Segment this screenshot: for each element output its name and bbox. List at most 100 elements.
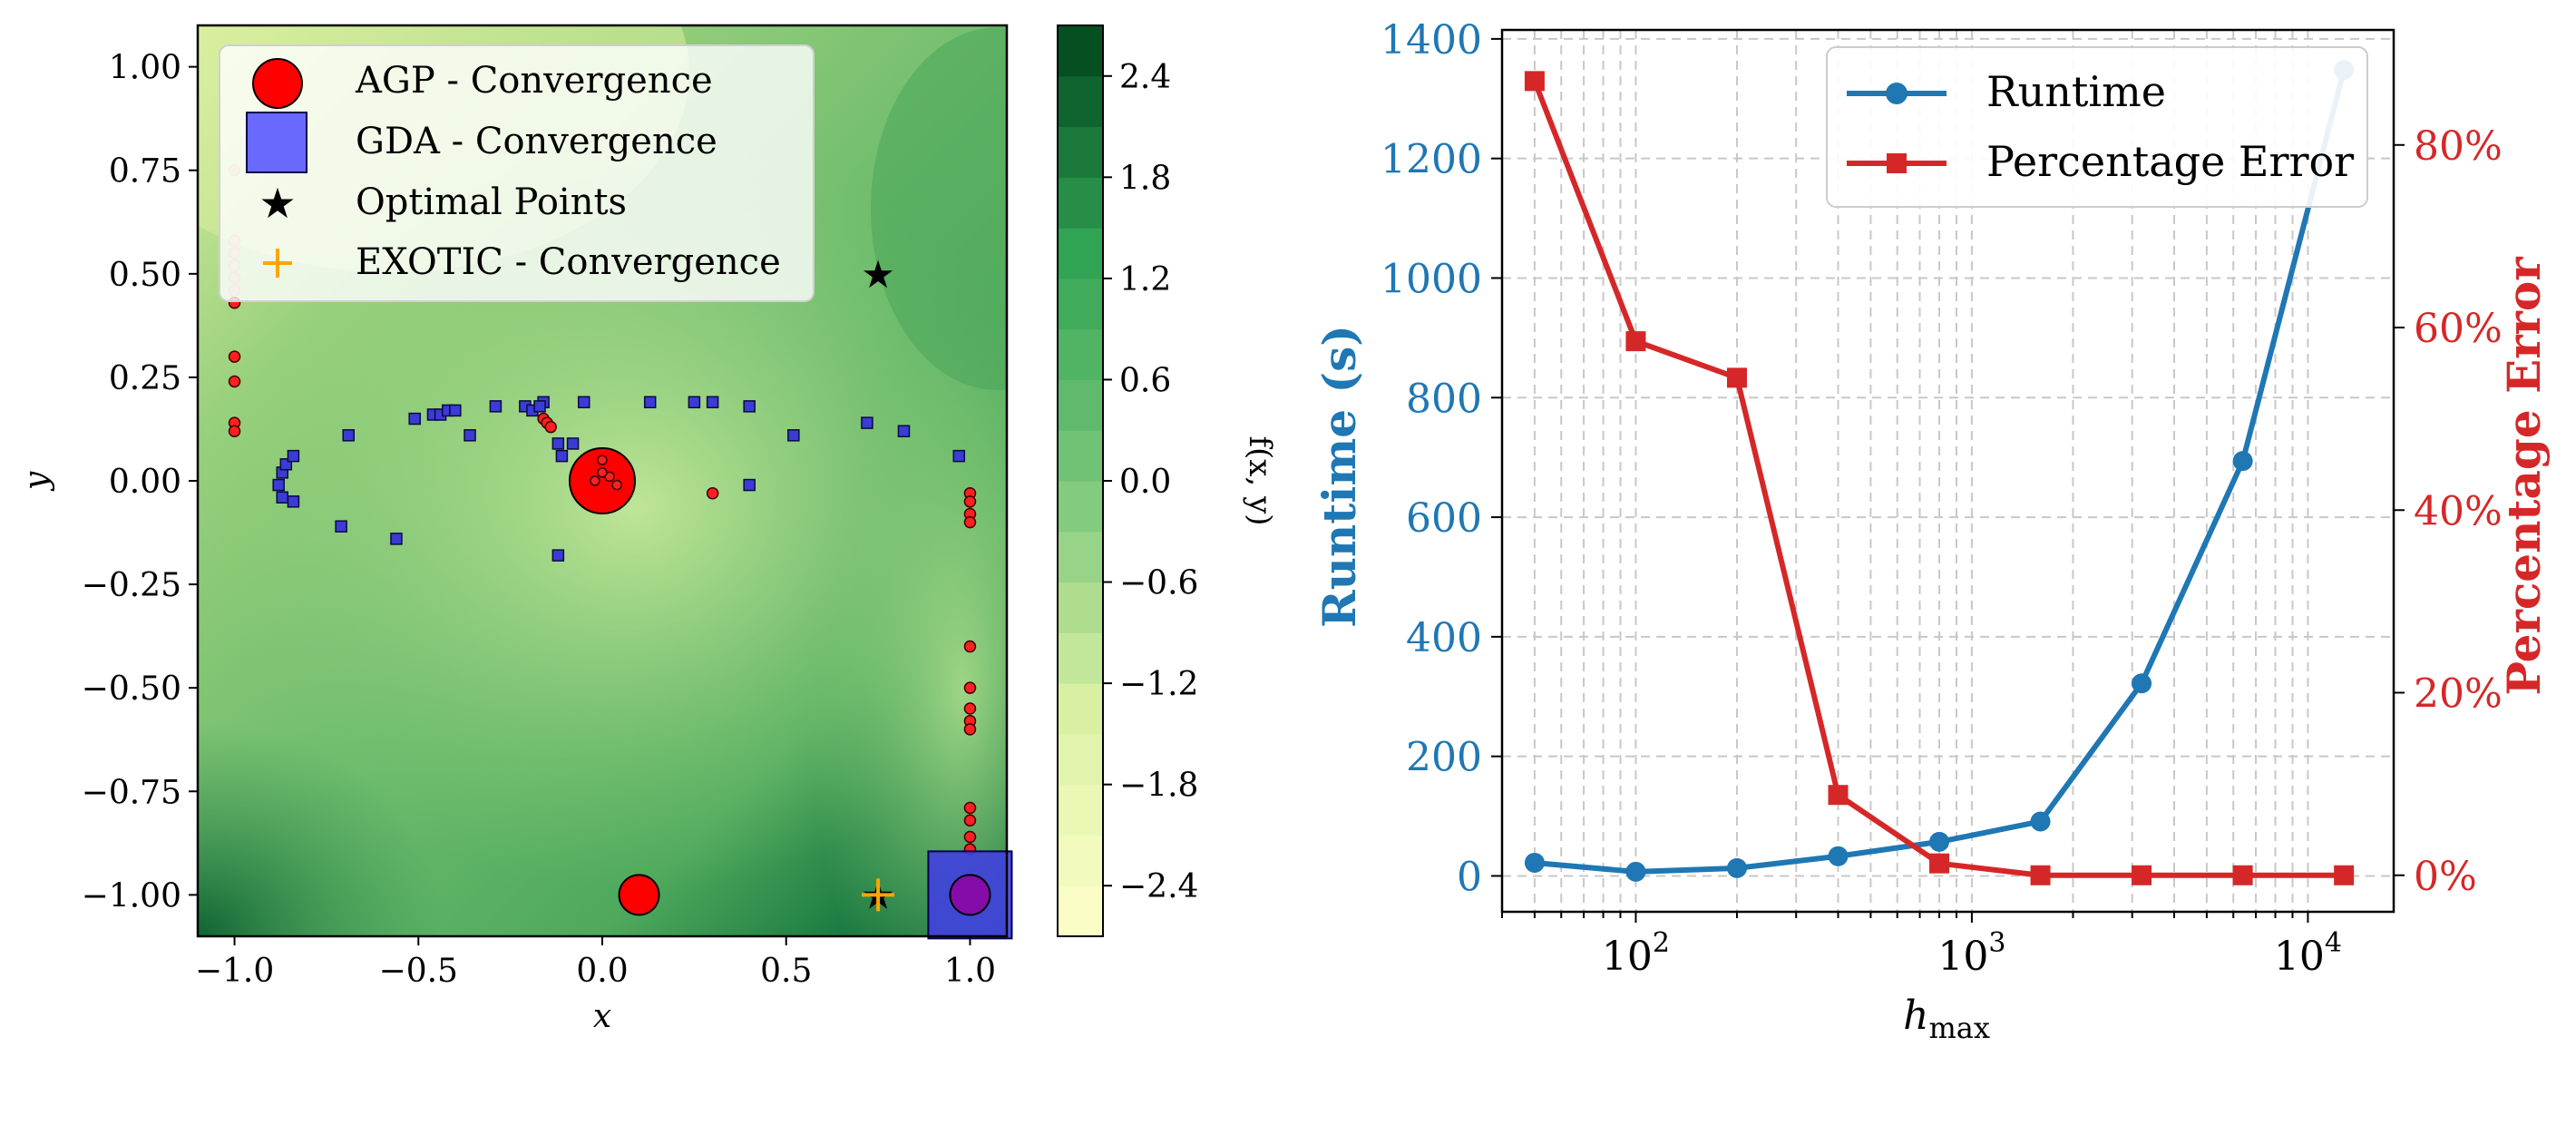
y-tick-label: 0.50	[109, 257, 181, 294]
agp-trajectory-point	[963, 830, 977, 844]
gda-trajectory-point	[787, 429, 800, 442]
gda-trajectory-point	[861, 416, 873, 429]
agp-convergence-marker	[569, 447, 636, 514]
y2-tick-label: 0%	[2414, 854, 2477, 900]
gda-trajectory-point	[489, 400, 503, 413]
y-tick-label: −0.25	[82, 567, 181, 604]
gda-trajectory-point	[287, 449, 300, 463]
colorbar: 2.4 1.8 1.2 0.6 0.0 −0.6 −1.2 −1.8 −2.4	[1057, 24, 1198, 937]
gda-trajectory-point	[342, 429, 355, 442]
error-point	[2132, 865, 2152, 885]
gda-trajectory-point	[643, 396, 657, 409]
y-tick-label: −1.00	[82, 877, 181, 915]
line-xlabel: hmax	[1903, 993, 1990, 1045]
line-series	[1524, 60, 2355, 885]
line-legend: Runtime Percentage Error	[1826, 46, 2368, 208]
runtime-point	[2132, 673, 2152, 694]
gda-trajectory-point	[706, 396, 719, 409]
runtime-point	[2232, 451, 2253, 472]
error-point	[1828, 785, 1849, 806]
line-plot-frame	[1500, 28, 2395, 914]
colorbar-level	[1058, 278, 1103, 330]
runtime-point	[2030, 811, 2051, 832]
error-point	[2232, 865, 2253, 885]
colorbar-tick-label: −2.4	[1119, 868, 1198, 905]
agp-convergence-marker	[618, 874, 660, 916]
gda-trajectory-point	[533, 400, 546, 413]
colorbar-tick-label: 2.4	[1119, 59, 1171, 96]
gda-trajectory-point	[335, 520, 347, 533]
error-point	[1929, 853, 1950, 874]
agp-trajectory-point	[963, 814, 977, 827]
x-tick-label: 1.0	[944, 953, 996, 990]
legend-agp-marker	[252, 58, 303, 109]
colorbar-label: f(x, y)	[1242, 435, 1278, 525]
colorbar-level	[1058, 75, 1103, 128]
y2-tick-label: 20%	[2414, 671, 2503, 718]
gda-trajectory-point	[390, 533, 403, 545]
y-tick-label: 0	[1457, 854, 1482, 900]
colorbar-level	[1058, 25, 1103, 77]
y-tick-label: 0.00	[109, 464, 181, 501]
gda-trajectory-point	[743, 400, 756, 413]
agp-trajectory-point	[544, 420, 557, 434]
agp-trajectory-point	[597, 455, 608, 465]
legend-runtime-marker	[1886, 83, 1908, 104]
line-axes: 0 200 400 600 800 1000 1200 1400 0% 20% 40% 60% 80% 1…	[1381, 17, 2503, 980]
optimal-point-star-icon: ★	[861, 252, 895, 297]
colorbar-level	[1058, 835, 1103, 886]
colorbar-tick-label: 0.0	[1119, 464, 1171, 501]
colorbar-level	[1058, 379, 1103, 431]
y-tick-label: 0.25	[109, 360, 181, 397]
error-point	[1625, 331, 1646, 352]
agp-trajectory-point	[963, 723, 977, 736]
gda-trajectory-point	[555, 449, 569, 463]
y-tick-label: 200	[1406, 735, 1482, 781]
colorbar-level	[1058, 582, 1103, 633]
gda-trajectory-point	[566, 437, 580, 450]
y-tick-label: −0.50	[82, 670, 181, 708]
legend-runtime-label: Runtime	[1986, 67, 2166, 116]
gda-trajectory-point	[551, 549, 565, 562]
gda-trajectory	[272, 396, 966, 562]
error-point	[1726, 367, 1747, 388]
colorbar-level	[1058, 228, 1103, 279]
gda-trajectory-point	[287, 495, 300, 508]
gda-trajectory-point	[276, 491, 289, 504]
colorbar-level	[1058, 784, 1103, 836]
contour-ylabel: y	[18, 471, 55, 492]
y-tick-label: 400	[1406, 615, 1482, 661]
legend-agp-label: AGP - Convergence	[355, 60, 713, 102]
x-tick-label: 103	[1937, 927, 2005, 980]
agp-trajectory-point	[228, 350, 241, 363]
contour-xlabel: x	[593, 998, 611, 1035]
legend-gda-label: GDA - Convergence	[356, 121, 717, 162]
line-ylabel-right: Percentage Error	[2497, 257, 2551, 696]
x-tick-label: −0.5	[379, 953, 458, 990]
runtime-point	[1625, 861, 1646, 882]
x-tick-label: 0.5	[760, 953, 812, 990]
legend-gda-marker	[246, 112, 307, 173]
agp-trajectory-point	[706, 486, 719, 500]
colorbar-level	[1058, 531, 1103, 583]
agp-trajectory-point	[597, 467, 608, 478]
colorbar-level	[1058, 885, 1103, 937]
gda-trajectory-point	[408, 412, 421, 426]
x-tick-label: −1.0	[195, 953, 274, 990]
error-point	[2334, 865, 2355, 885]
y-tick-label: 1.00	[109, 50, 181, 87]
colorbar-level	[1058, 177, 1103, 229]
gda-trajectory-point	[743, 478, 756, 492]
colorbar-tick-label: −1.2	[1119, 666, 1198, 703]
gda-trajectory-point	[897, 425, 911, 437]
legend-error-label: Percentage Error	[1986, 137, 2354, 186]
y-tick-label: 0.75	[109, 153, 181, 191]
agp-trajectory-point	[590, 475, 600, 486]
gda-trajectory-point	[577, 396, 590, 409]
y2-tick-label: 80%	[2414, 123, 2503, 170]
agp-convergence-marker	[949, 874, 991, 916]
colorbar-tick-label: 1.2	[1119, 261, 1171, 298]
y-tick-label: −0.75	[82, 774, 181, 811]
runtime-point	[1828, 846, 1849, 866]
